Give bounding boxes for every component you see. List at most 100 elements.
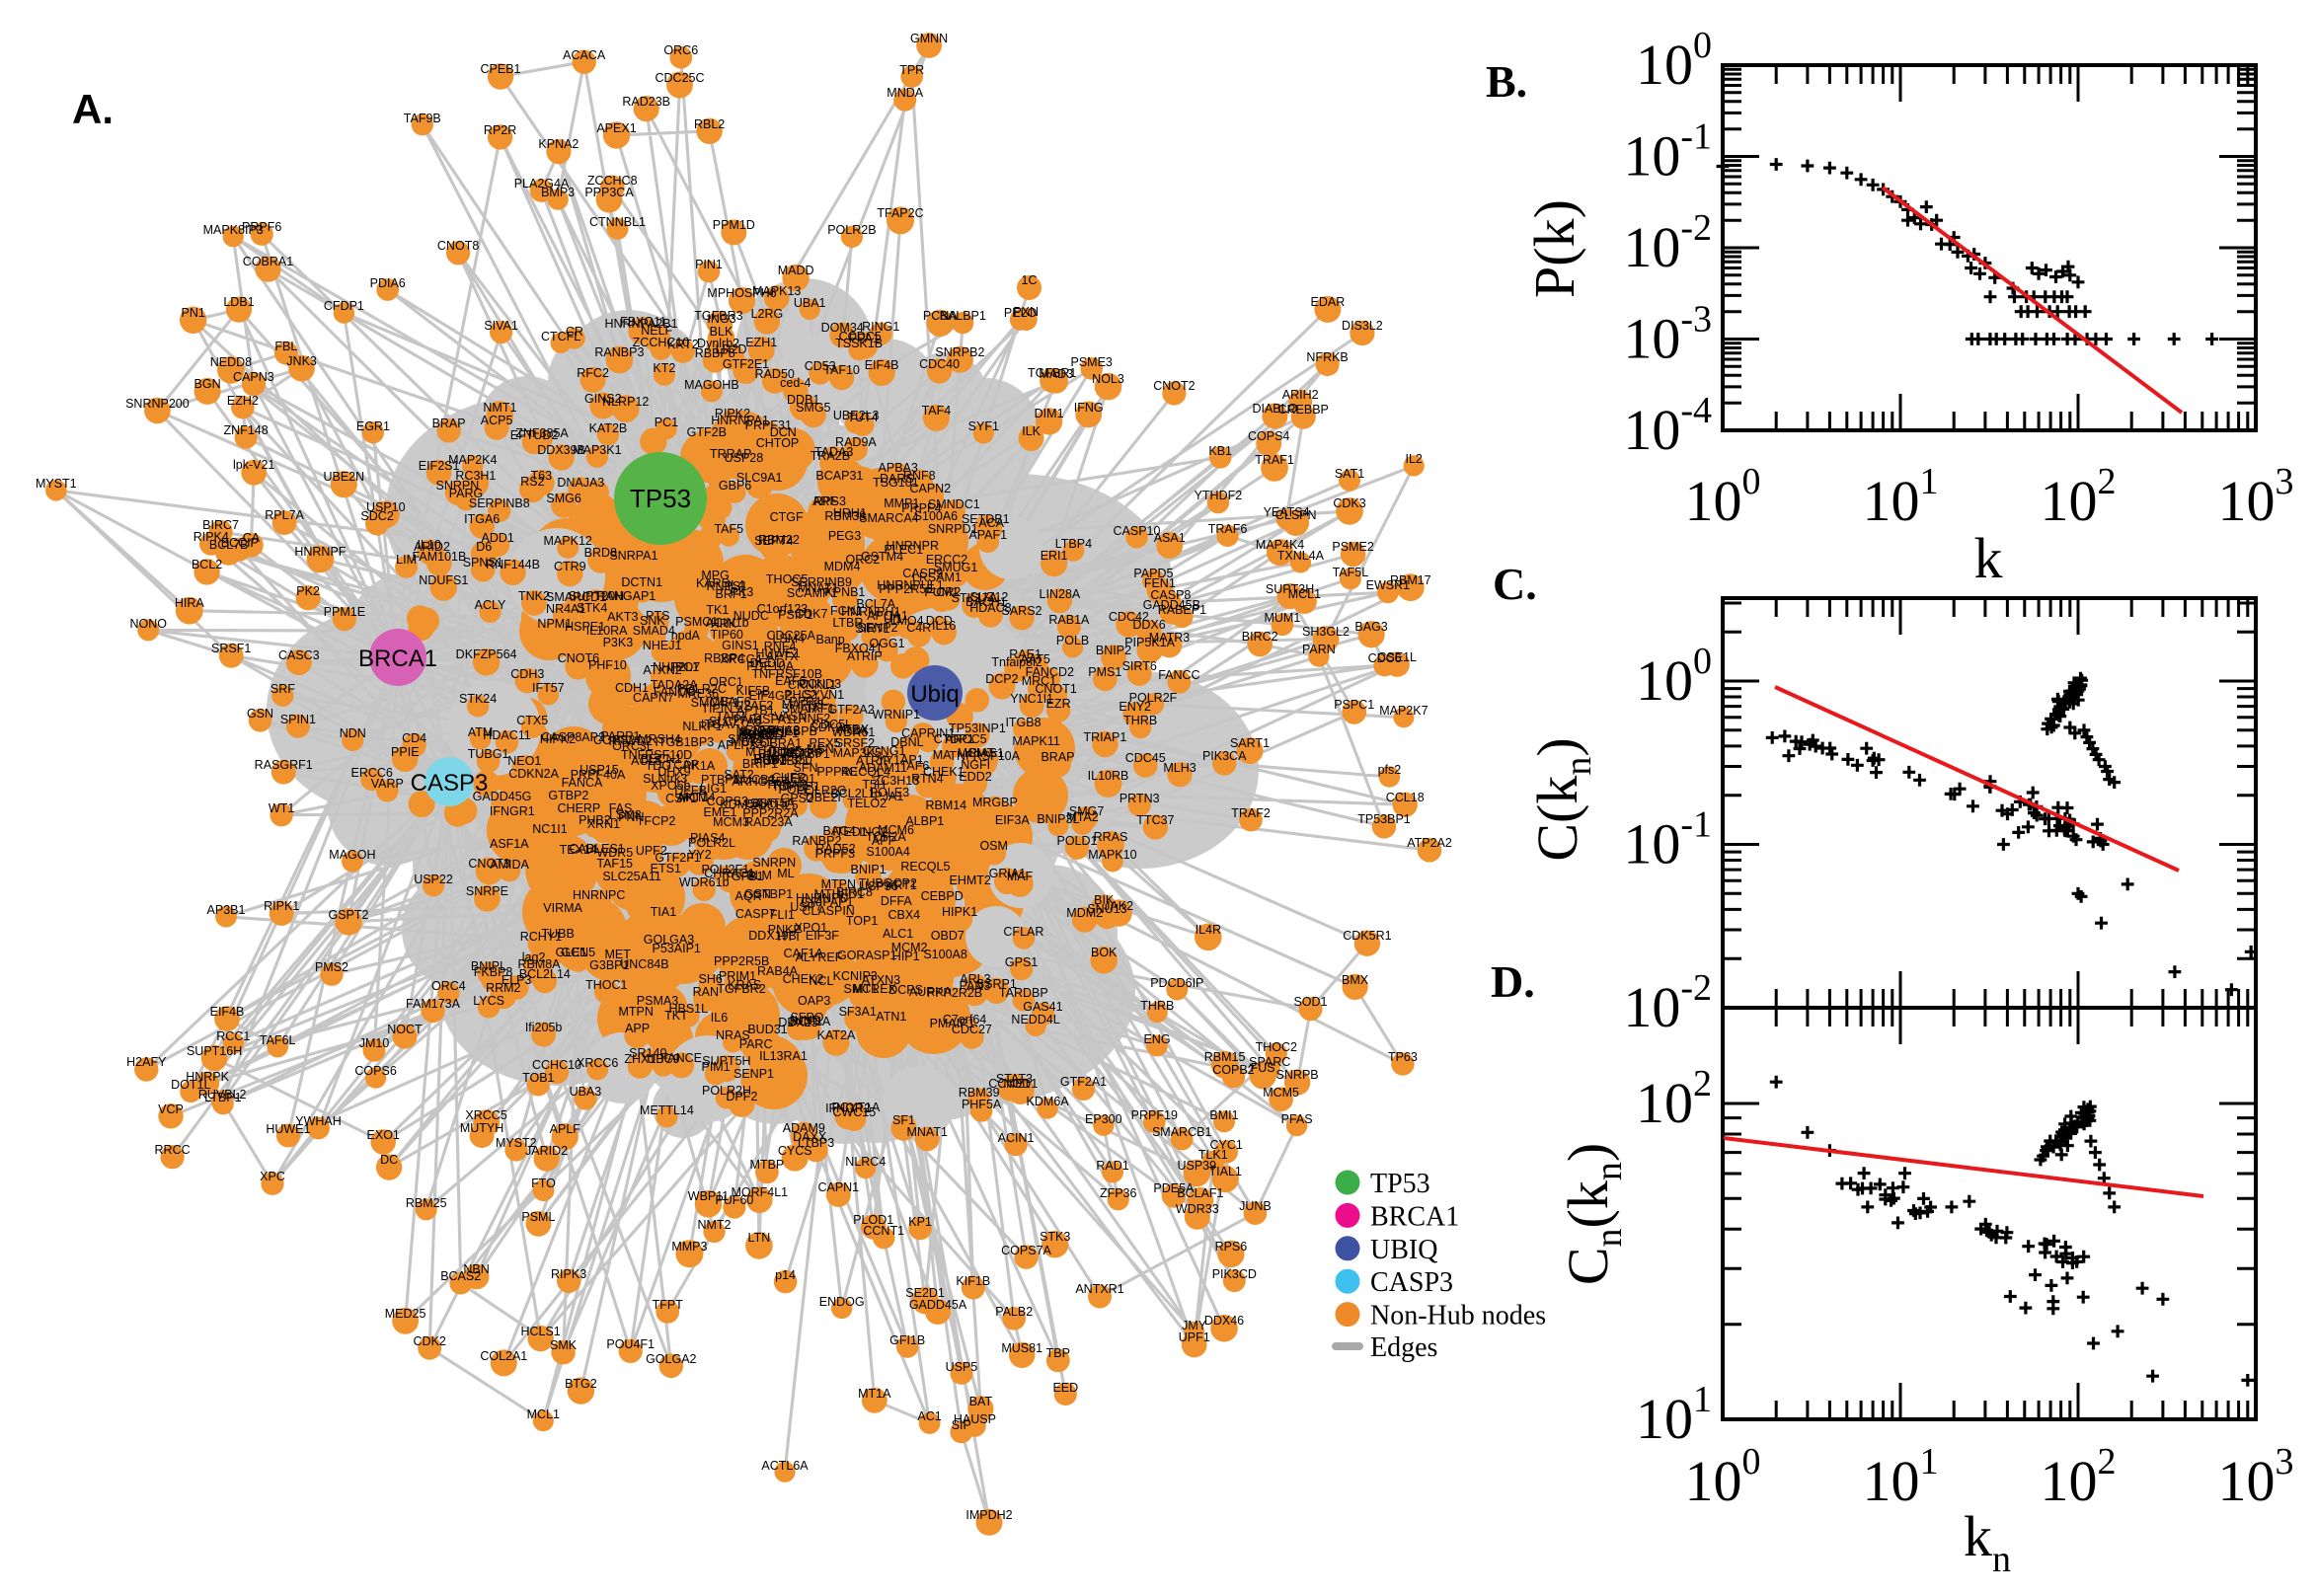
svg-text:IFNGR1: IFNGR1 bbox=[490, 804, 535, 818]
svg-text:MAP2K7: MAP2K7 bbox=[1379, 704, 1428, 718]
svg-text:HBS1L: HBS1L bbox=[668, 1002, 708, 1016]
svg-text:TUBB: TUBB bbox=[542, 927, 575, 941]
svg-text:L2RG: L2RG bbox=[751, 307, 784, 321]
svg-text:JUND: JUND bbox=[789, 1014, 821, 1027]
svg-text:APEX1: APEX1 bbox=[596, 121, 636, 135]
svg-text:TARDBP: TARDBP bbox=[999, 986, 1048, 1000]
svg-text:CAPN2: CAPN2 bbox=[909, 482, 951, 495]
svg-text:COPB2: COPB2 bbox=[1212, 1063, 1254, 1077]
svg-text:BNIP2: BNIP2 bbox=[1096, 644, 1131, 657]
svg-text:FAM101B: FAM101B bbox=[412, 550, 466, 564]
svg-text:COBRA1: COBRA1 bbox=[751, 736, 802, 750]
svg-text:CTX5: CTX5 bbox=[516, 714, 548, 727]
svg-text:CDKN2A: CDKN2A bbox=[508, 767, 559, 781]
svg-text:GSN: GSN bbox=[744, 887, 771, 901]
svg-text:MRE36: MRE36 bbox=[677, 687, 719, 701]
svg-text:MA: MA bbox=[933, 748, 952, 762]
svg-text:PPP2R2A: PPP2R2A bbox=[742, 806, 799, 820]
svg-text:PIK3CA: PIK3CA bbox=[1202, 749, 1247, 763]
svg-text:HUWE1: HUWE1 bbox=[755, 646, 800, 660]
svg-text:RPS3: RPS3 bbox=[813, 494, 846, 508]
svg-text:LRSAM1: LRSAM1 bbox=[912, 570, 962, 584]
svg-text:POLR2H: POLR2H bbox=[702, 1084, 751, 1098]
svg-text:PALB2: PALB2 bbox=[995, 1305, 1033, 1319]
svg-text:TOP2A: TOP2A bbox=[866, 830, 906, 844]
svg-text:XPO1: XPO1 bbox=[795, 921, 827, 935]
svg-text:TP53BP1: TP53BP1 bbox=[1357, 812, 1411, 826]
svg-text:BNIP1: BNIP1 bbox=[851, 863, 887, 876]
svg-text:XETBP1: XETBP1 bbox=[783, 747, 830, 761]
svg-text:PEX5: PEX5 bbox=[810, 736, 841, 750]
svg-text:S100A6: S100A6 bbox=[914, 509, 959, 523]
svg-text:BCL2L1: BCL2L1 bbox=[830, 787, 875, 800]
svg-text:RAD50: RAD50 bbox=[755, 367, 795, 381]
svg-text:COPS3: COPS3 bbox=[707, 795, 748, 808]
svg-text:BACH1: BACH1 bbox=[965, 595, 1007, 609]
svg-text:ERCC6: ERCC6 bbox=[351, 766, 393, 780]
svg-text:ZNF350: ZNF350 bbox=[768, 753, 812, 767]
svg-text:USP22: USP22 bbox=[414, 873, 453, 886]
svg-text:BIRC8: BIRC8 bbox=[836, 885, 873, 899]
svg-text:CASC3: CASC3 bbox=[278, 648, 320, 662]
svg-text:HNRNPH1: HNRNPH1 bbox=[841, 605, 900, 619]
svg-text:PCYT1A: PCYT1A bbox=[832, 1101, 881, 1114]
svg-text:KRT1: KRT1 bbox=[886, 878, 917, 892]
svg-text:HRK: HRK bbox=[711, 617, 737, 631]
svg-text:CLSPN: CLSPN bbox=[1275, 508, 1317, 522]
svg-text:ING3: ING3 bbox=[707, 312, 735, 326]
svg-text:MPG: MPG bbox=[701, 569, 729, 582]
svg-text:MTA2: MTA2 bbox=[1066, 810, 1098, 824]
svg-text:IL6: IL6 bbox=[711, 1011, 728, 1025]
svg-text:PPIE: PPIE bbox=[391, 745, 420, 759]
svg-text:TFCP2: TFCP2 bbox=[637, 814, 676, 828]
svg-text:RAD23A: RAD23A bbox=[744, 815, 793, 829]
svg-text:SIRT6: SIRT6 bbox=[1122, 659, 1157, 673]
svg-text:CDK2: CDK2 bbox=[414, 1334, 446, 1348]
svg-text:GBP6: GBP6 bbox=[719, 479, 751, 493]
svg-text:ced-4: ced-4 bbox=[780, 376, 811, 390]
svg-text:PIP5K1A: PIP5K1A bbox=[1124, 636, 1175, 649]
svg-text:TFAP2C: TFAP2C bbox=[877, 206, 923, 220]
svg-text:NEO1: NEO1 bbox=[507, 754, 541, 768]
svg-text:MRSH4: MRSH4 bbox=[638, 732, 681, 746]
svg-text:VASN: VASN bbox=[774, 710, 807, 723]
svg-text:PELO: PELO bbox=[1004, 306, 1038, 320]
svg-text:CTDP1: CTDP1 bbox=[934, 732, 974, 746]
svg-text:LEO1: LEO1 bbox=[784, 772, 815, 786]
svg-text:SNW1: SNW1 bbox=[728, 732, 763, 746]
svg-text:TRA2B: TRA2B bbox=[811, 449, 850, 463]
svg-text:TP63: TP63 bbox=[1388, 1050, 1418, 1064]
svg-text:NFRKB: NFRKB bbox=[1306, 350, 1348, 364]
svg-text:TRRAP: TRRAP bbox=[765, 778, 807, 792]
svg-text:UBC9: UBC9 bbox=[647, 1052, 679, 1066]
svg-text:Tnfaip8l2: Tnfaip8l2 bbox=[991, 655, 1042, 669]
svg-text:LIM: LIM bbox=[396, 553, 417, 567]
svg-text:XRCC6: XRCC6 bbox=[577, 1056, 618, 1070]
svg-text:NLRP12: NLRP12 bbox=[602, 395, 649, 409]
svg-text:HNRNPUL1: HNRNPUL1 bbox=[877, 578, 943, 592]
svg-text:TKT: TKT bbox=[664, 1009, 688, 1023]
svg-text:EP300: EP300 bbox=[1085, 1112, 1122, 1126]
svg-text:ZNF148: ZNF148 bbox=[224, 423, 269, 437]
svg-text:DARS: DARS bbox=[880, 472, 914, 486]
svg-text:MUM1: MUM1 bbox=[1264, 611, 1300, 625]
svg-text:MT1A: MT1A bbox=[858, 1387, 891, 1401]
svg-text:APOA1: APOA1 bbox=[867, 609, 908, 623]
svg-text:FANCG: FANCG bbox=[654, 685, 696, 699]
svg-text:NMT2: NMT2 bbox=[697, 1218, 731, 1232]
svg-text:BMI1: BMI1 bbox=[1209, 1108, 1238, 1122]
svg-text:IMPDH2: IMPDH2 bbox=[965, 1508, 1012, 1522]
svg-text:UBE2L3: UBE2L3 bbox=[833, 409, 880, 422]
svg-text:RAD9A: RAD9A bbox=[835, 435, 877, 449]
svg-text:EZR: EZR bbox=[1046, 697, 1071, 711]
svg-text:POLR2L: POLR2L bbox=[688, 836, 735, 850]
svg-text:PN1: PN1 bbox=[182, 306, 205, 320]
svg-text:TNK2: TNK2 bbox=[518, 589, 550, 603]
svg-text:CASP9: CASP9 bbox=[902, 567, 943, 580]
svg-text:LTBP3: LTBP3 bbox=[798, 1136, 834, 1150]
svg-text:KPNA2: KPNA2 bbox=[538, 137, 579, 151]
svg-text:PXN: PXN bbox=[1013, 305, 1039, 319]
svg-text:USP39: USP39 bbox=[1177, 1159, 1216, 1173]
svg-text:ELP3: ELP3 bbox=[502, 973, 532, 987]
svg-text:USP7: USP7 bbox=[790, 900, 822, 914]
